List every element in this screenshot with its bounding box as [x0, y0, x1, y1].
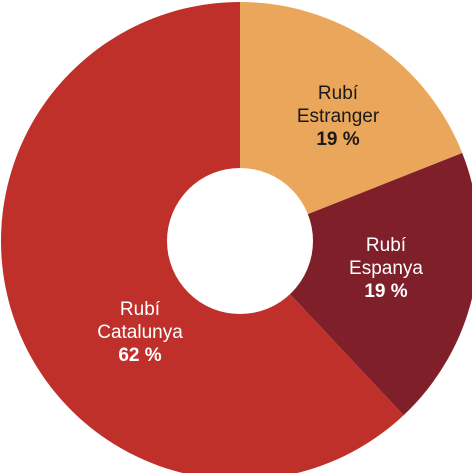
label-rubi-espanya: Rubí Espanya 19 % [349, 235, 423, 302]
slice-name-line: Rubí [318, 83, 359, 104]
donut-hole [167, 168, 313, 314]
slice-value-label: 62 % [118, 345, 161, 366]
slice-name-line: Estranger [297, 106, 380, 127]
slice-name-line: Catalunya [97, 322, 183, 343]
slice-name-line: Rubí [120, 299, 161, 320]
slice-value-label: 19 % [364, 281, 407, 302]
slice-value-label: 19 % [316, 129, 359, 150]
slice-name-line: Espanya [349, 258, 423, 279]
label-rubi-catalunya: Rubí Catalunya 62 % [97, 299, 183, 366]
slice-name-line: Rubí [366, 235, 407, 256]
slice-rubi-estranger [240, 1, 463, 241]
chart-labels: Rubí Estranger 19 %Rubí Espanya 19 %Rubí Cata… [97, 83, 423, 366]
label-rubi-estranger: Rubí Estranger 19 % [297, 83, 380, 150]
